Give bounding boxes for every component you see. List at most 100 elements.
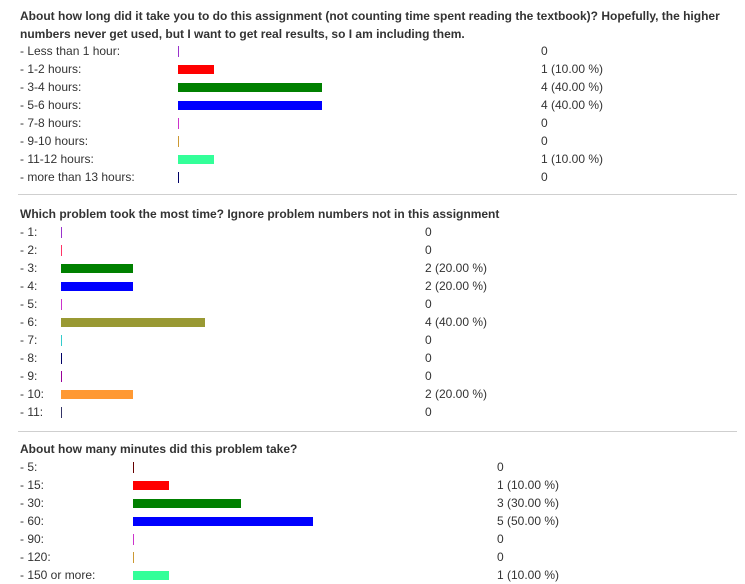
answer-row: - 4: 2 (20.00 %) <box>0 277 745 295</box>
answer-bar <box>61 245 62 256</box>
answer-result: 2 (20.00 %) <box>425 279 488 293</box>
answer-bar <box>133 517 313 526</box>
answer-label: - 5: <box>20 460 38 474</box>
answer-row: - 8: 0 <box>0 349 745 367</box>
answer-label: - 7: <box>20 333 38 347</box>
answer-bar <box>61 407 62 418</box>
answer-result: 0 <box>497 550 504 564</box>
answer-row: - 6: 4 (40.00 %) <box>0 313 745 331</box>
answer-row: - 60: 5 (50.00 %) <box>0 512 745 530</box>
answer-row: - 10: 2 (20.00 %) <box>0 385 745 403</box>
answer-result: 0 <box>425 297 432 311</box>
answer-bar <box>178 136 179 147</box>
answer-row: - 3: 2 (20.00 %) <box>0 259 745 277</box>
answer-bar <box>178 101 322 110</box>
answer-row: - 1-2 hours: 1 (10.00 %) <box>0 60 745 78</box>
answer-label: - 9-10 hours: <box>20 134 89 148</box>
answer-bar <box>61 318 205 327</box>
answer-result: 1 (10.00 %) <box>541 62 604 76</box>
answer-row: - 1: 0 <box>0 223 745 241</box>
answer-row: - 3-4 hours: 4 (40.00 %) <box>0 78 745 96</box>
answer-result: 4 (40.00 %) <box>425 315 488 329</box>
answer-label: - 15: <box>20 478 45 492</box>
answer-label: - 90: <box>20 532 45 546</box>
answer-label: - 30: <box>20 496 45 510</box>
answer-result: 1 (10.00 %) <box>497 568 560 582</box>
answer-label: - 3: <box>20 261 38 275</box>
answer-label: - 150 or more: <box>20 568 96 582</box>
answer-bar <box>178 118 179 129</box>
answer-bar <box>133 462 134 473</box>
answer-result: 0 <box>425 333 432 347</box>
answer-result: 0 <box>541 170 548 184</box>
answer-row: - 5: 0 <box>0 458 745 476</box>
answer-row: - Less than 1 hour: 0 <box>0 42 745 60</box>
answer-row: - 7-8 hours: 0 <box>0 114 745 132</box>
answer-result: 4 (40.00 %) <box>541 80 604 94</box>
answer-label: - 8: <box>20 351 38 365</box>
answer-result: 2 (20.00 %) <box>425 261 488 275</box>
answer-label: - 9: <box>20 369 38 383</box>
answer-bar <box>133 534 134 545</box>
answer-label: - 11-12 hours: <box>20 152 94 166</box>
answer-result: 2 (20.00 %) <box>425 387 488 401</box>
answer-result: 5 (50.00 %) <box>497 514 560 528</box>
answer-row: - 11: 0 <box>0 403 745 421</box>
answer-result: 0 <box>425 369 432 383</box>
answer-result: 0 <box>497 532 504 546</box>
question-text: About how long did it take you to do thi… <box>20 9 720 41</box>
answer-result: 0 <box>497 460 504 474</box>
answer-bar <box>133 571 169 580</box>
answer-result: 0 <box>425 243 432 257</box>
answer-label: - 3-4 hours: <box>20 80 82 94</box>
answer-bar <box>178 172 179 183</box>
answer-row: - 11-12 hours: 1 (10.00 %) <box>0 150 745 168</box>
answer-bar <box>61 264 133 273</box>
answer-result: 0 <box>425 351 432 365</box>
answer-row: - 9-10 hours: 0 <box>0 132 745 150</box>
answer-label: - 60: <box>20 514 45 528</box>
section-divider <box>18 194 737 195</box>
answer-result: 4 (40.00 %) <box>541 98 604 112</box>
answer-label: - more than 13 hours: <box>20 170 135 184</box>
answer-bar <box>61 335 62 346</box>
answer-bar <box>61 371 62 382</box>
answer-row: - 9: 0 <box>0 367 745 385</box>
answer-label: - 5: <box>20 297 38 311</box>
answer-row: - 90: 0 <box>0 530 745 548</box>
answer-bar <box>178 83 322 92</box>
answer-result: 0 <box>425 225 432 239</box>
answer-label: - 10: <box>20 387 45 401</box>
answer-label: - 2: <box>20 243 38 257</box>
answer-label: - 7-8 hours: <box>20 116 82 130</box>
answer-label: - 1: <box>20 225 38 239</box>
answer-bar <box>133 481 169 490</box>
answer-row: - 150 or more: 1 (10.00 %) <box>0 566 745 584</box>
answer-result: 3 (30.00 %) <box>497 496 560 510</box>
answer-bar <box>133 552 134 563</box>
answer-row: - 2: 0 <box>0 241 745 259</box>
answer-bar <box>61 390 133 399</box>
answer-label: - 120: <box>20 550 51 564</box>
answer-bar <box>178 155 214 164</box>
answer-result: 1 (10.00 %) <box>497 478 560 492</box>
answer-row: - 30: 3 (30.00 %) <box>0 494 745 512</box>
answer-label: - 6: <box>20 315 38 329</box>
question-text: About how many minutes did this problem … <box>20 442 298 456</box>
answer-row: - 5: 0 <box>0 295 745 313</box>
answer-result: 0 <box>541 134 548 148</box>
answer-label: - 4: <box>20 279 38 293</box>
answer-bar <box>61 227 62 238</box>
answer-result: 1 (10.00 %) <box>541 152 604 166</box>
answer-row: - 120: 0 <box>0 548 745 566</box>
answer-row: - more than 13 hours: 0 <box>0 168 745 186</box>
answer-row: - 5-6 hours: 4 (40.00 %) <box>0 96 745 114</box>
answer-bar <box>178 46 179 57</box>
answer-result: 0 <box>541 44 548 58</box>
answer-row: - 7: 0 <box>0 331 745 349</box>
answer-label: - Less than 1 hour: <box>20 44 121 58</box>
answer-label: - 11: <box>20 405 44 419</box>
answer-bar <box>61 299 62 310</box>
answer-bar <box>178 65 214 74</box>
question-text: Which problem took the most time? Ignore… <box>20 207 500 221</box>
